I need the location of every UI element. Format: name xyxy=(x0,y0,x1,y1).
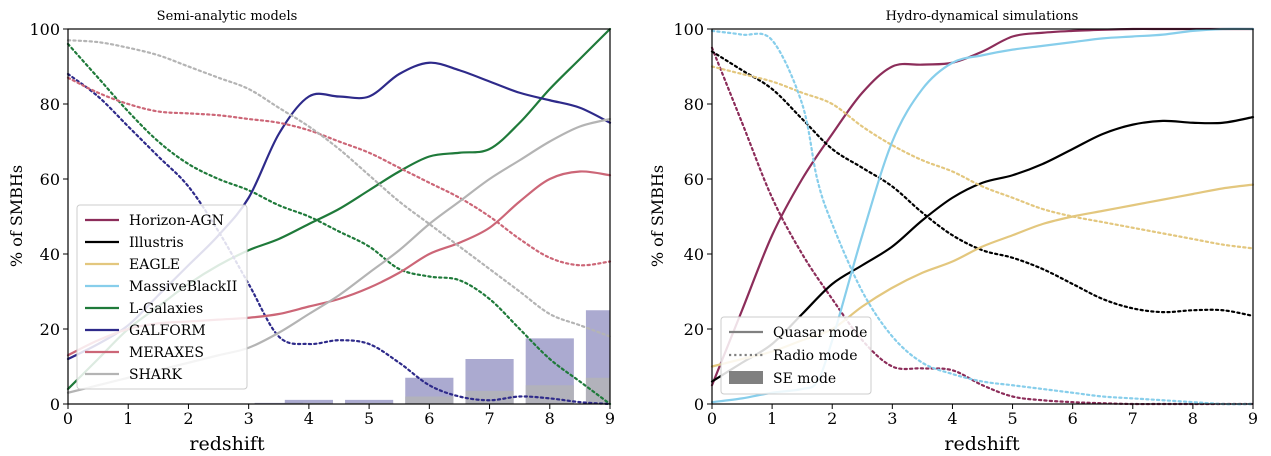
legend-label-meraxes: MERAXES xyxy=(129,345,204,361)
semi-analytic-panel: Semi-analytic models 0 1 2 3 4 5 6 7 8 9 0 20 40 60 80… xyxy=(7,9,615,455)
plot-area xyxy=(66,27,612,406)
axes: 0 1 2 3 4 5 6 7 8 9 0 20 40 60 80 100 xyxy=(673,20,1258,428)
legend-label-illustris: Illustris xyxy=(129,235,184,251)
galform-se-bar xyxy=(284,399,333,404)
x-tick-label: 5 xyxy=(364,409,374,428)
x-tick-label: 7 xyxy=(484,409,494,428)
y-tick-label: 40 xyxy=(684,245,704,264)
massiveblackii-radio-line xyxy=(710,29,1255,406)
x-tick-label: 3 xyxy=(887,409,897,428)
galform-se-bar xyxy=(345,399,394,404)
chart-title: Semi-analytic models xyxy=(157,9,298,24)
y-axis-label: % of SMBHs xyxy=(648,165,667,267)
x-tick-label: 1 xyxy=(767,409,777,428)
axes-frame xyxy=(711,28,1254,405)
legend-label-radio-mode: Radio mode xyxy=(773,348,857,364)
y-tick-label: 80 xyxy=(40,95,60,114)
axes: 0 1 2 3 4 5 6 7 8 9 0 20 40 60 80 100 xyxy=(29,20,615,428)
x-tick-label: 7 xyxy=(1128,409,1138,428)
y-tick-label: 0 xyxy=(694,395,704,414)
x-axis-label: redshift xyxy=(944,433,1020,455)
x-tick-label: 2 xyxy=(827,409,837,428)
y-tick-label: 0 xyxy=(50,395,60,414)
legend-swatch-se-mode xyxy=(729,371,763,384)
shark-se-bar xyxy=(525,385,574,404)
legend-label-massiveblackii: MassiveBlackII xyxy=(129,279,237,295)
y-tick-label: 100 xyxy=(673,20,704,39)
legend: Horizon-AGN Illustris EAGLE MassiveBlackII L… xyxy=(76,204,248,390)
illustris-quasar-line xyxy=(710,116,1255,383)
legend-label-l-galaxies: L-Galaxies xyxy=(129,301,203,317)
legend-label-shark: SHARK xyxy=(129,367,182,383)
x-tick-label: 6 xyxy=(424,409,434,428)
shark-se-bar xyxy=(585,377,610,404)
x-tick-label: 4 xyxy=(304,409,314,428)
x-tick-label: 8 xyxy=(1188,409,1198,428)
x-tick-label: 3 xyxy=(244,409,254,428)
legend-label-horizon-agn: Horizon-AGN xyxy=(129,213,224,229)
x-tick-label: 0 xyxy=(707,409,717,428)
illustris-radio-line xyxy=(710,50,1255,317)
chart-title: Hydro-dynamical simulations xyxy=(886,9,1079,24)
legend-label-se-mode: SE mode xyxy=(773,371,836,387)
x-tick-label: 4 xyxy=(947,409,957,428)
x-tick-label: 8 xyxy=(545,409,555,428)
y-tick-label: 100 xyxy=(29,20,60,39)
legend-box xyxy=(76,204,248,390)
galform-radio-line xyxy=(66,72,612,406)
x-tick-label: 9 xyxy=(605,409,615,428)
legend: Quasar mode Radio mode SE mode xyxy=(720,316,872,395)
x-tick-label: 6 xyxy=(1068,409,1078,428)
x-tick-label: 9 xyxy=(1248,409,1258,428)
legend-label-quasar-mode: Quasar mode xyxy=(773,325,867,341)
x-tick-label: 0 xyxy=(63,409,73,428)
axes-frame xyxy=(67,28,611,405)
x-axis-label: redshift xyxy=(189,433,265,455)
y-axis-label: % of SMBHs xyxy=(7,165,26,267)
hydro-panel: Hydro-dynamical simulations 0 1 2 3 4 5 6 7 8 9 0 2… xyxy=(648,9,1258,455)
y-tick-label: 20 xyxy=(684,320,704,339)
meraxes-radio-line xyxy=(66,76,612,267)
shark-se-bar xyxy=(465,390,514,404)
l-galaxies-radio-line xyxy=(66,42,612,406)
eagle-radio-line xyxy=(710,65,1255,250)
y-tick-label: 60 xyxy=(684,170,704,189)
x-tick-label: 1 xyxy=(123,409,133,428)
shark-radio-line xyxy=(66,39,612,338)
x-tick-label: 2 xyxy=(183,409,193,428)
x-tick-label: 5 xyxy=(1007,409,1017,428)
y-tick-label: 60 xyxy=(40,170,60,189)
y-tick-label: 40 xyxy=(40,245,60,264)
shark-se-bar xyxy=(405,396,454,404)
legend-label-eagle: EAGLE xyxy=(129,257,180,273)
legend-label-galform: GALFORM xyxy=(129,323,206,339)
y-tick-label: 80 xyxy=(684,95,704,114)
y-tick-label: 20 xyxy=(40,320,60,339)
